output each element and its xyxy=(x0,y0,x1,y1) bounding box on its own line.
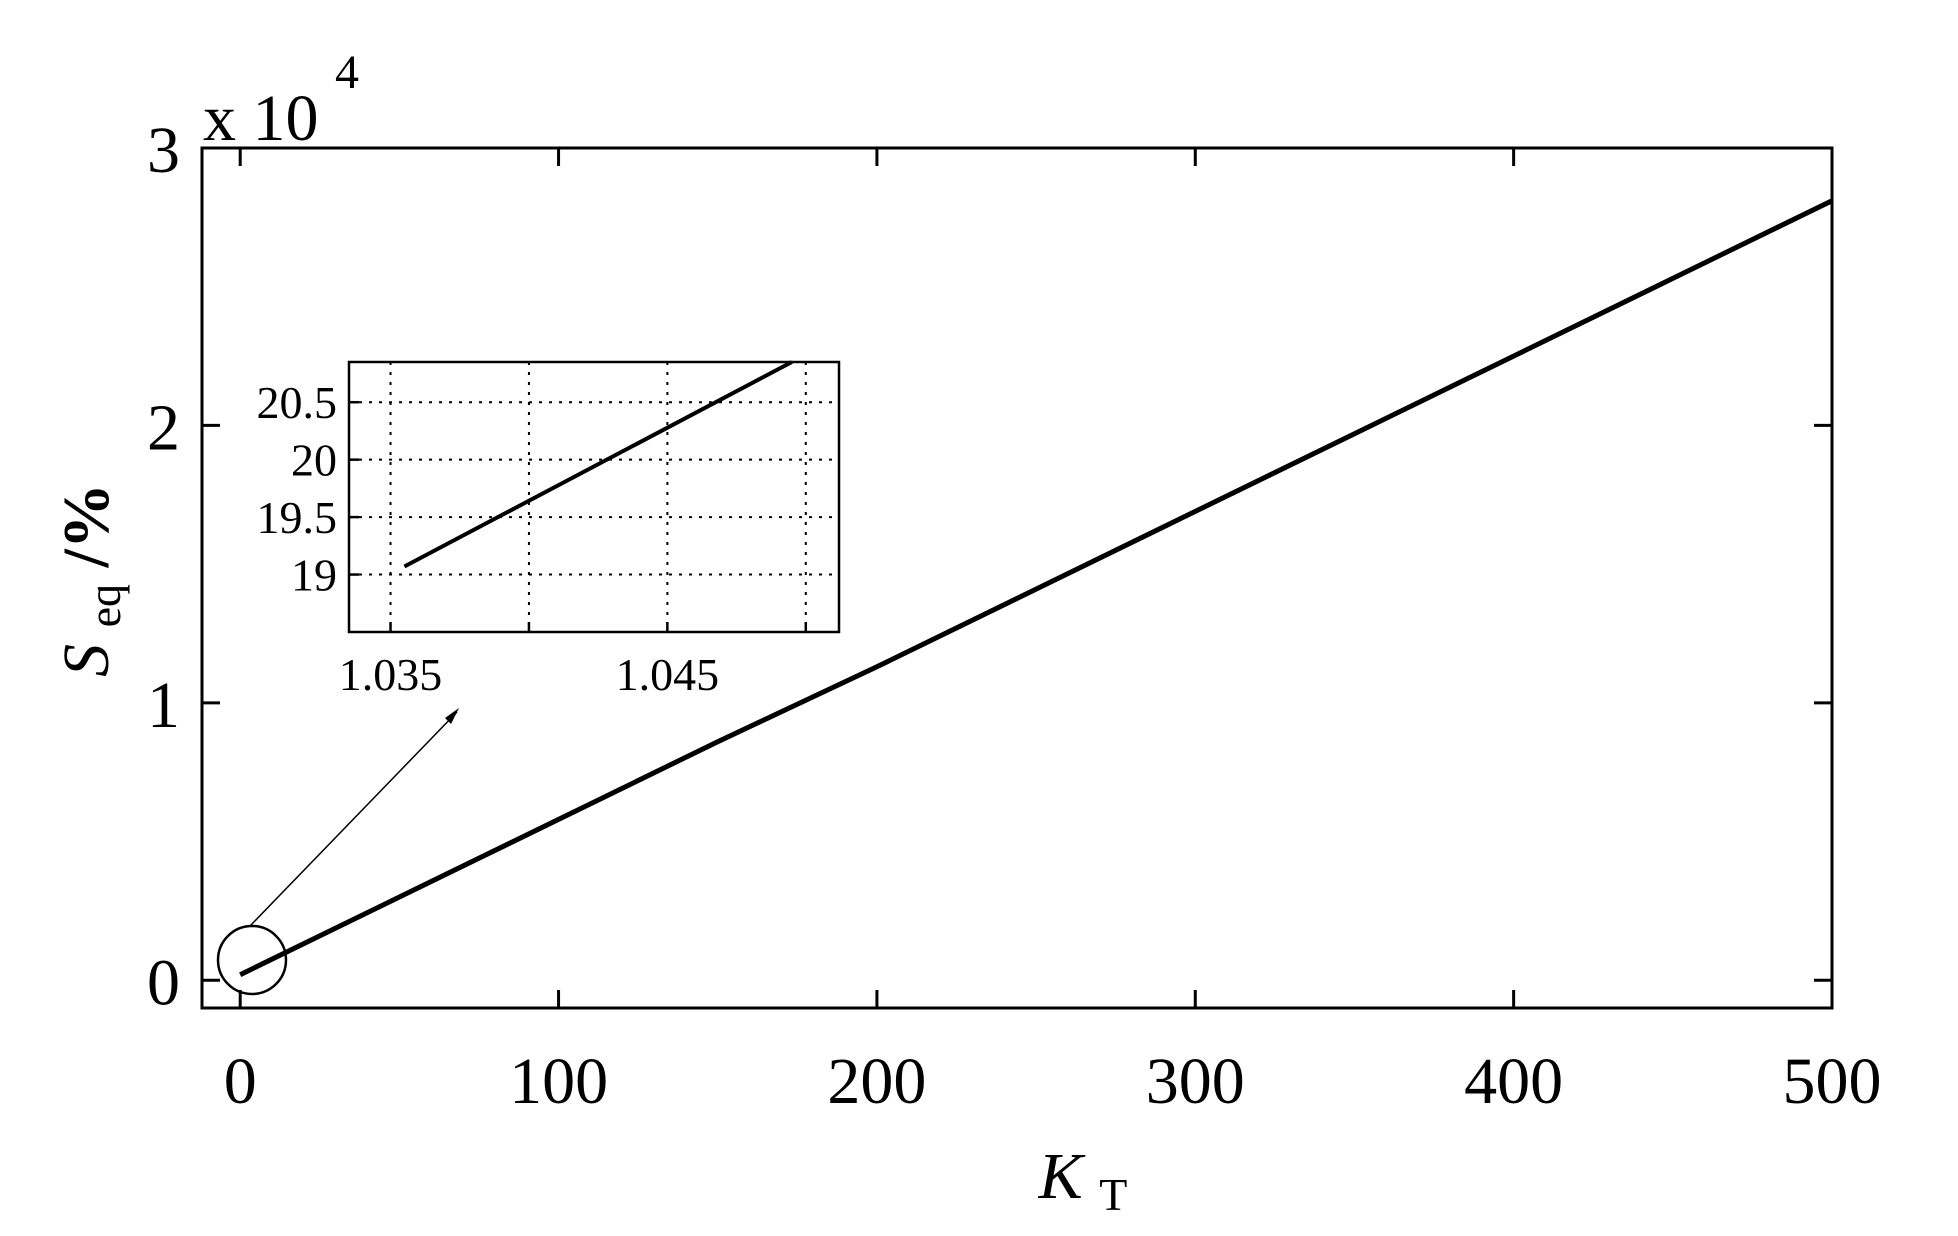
y-ticks: 0 1 2 3 xyxy=(147,114,1832,1019)
main-plot-frame xyxy=(200,146,1834,1010)
zoom-pointer-arrowhead xyxy=(445,708,459,724)
inset-y-tick-label: 20 xyxy=(291,435,337,486)
inset-frame xyxy=(347,360,841,634)
x-ticks: 0 100 200 300 400 500 xyxy=(224,148,1882,1118)
x-tick-label: 0 xyxy=(224,1045,257,1118)
zoom-highlight-circle xyxy=(216,924,288,996)
inset-grid xyxy=(349,362,839,632)
inset-plot: 1.035 1.045 19 19.5 20 20.5 xyxy=(257,360,841,700)
inset-y-tick-label: 20.5 xyxy=(257,377,338,428)
y-tick-label: 2 xyxy=(147,391,180,464)
y-multiplier-text: x 10 xyxy=(203,82,319,155)
inset-y-tick-label: 19 xyxy=(291,550,337,601)
inset-x-ticks: 1.035 1.045 xyxy=(339,622,808,700)
x-tick-label: 200 xyxy=(827,1045,926,1118)
inset-background xyxy=(349,362,839,632)
x-axis-label-main: K xyxy=(1038,1140,1086,1213)
main-plot: 0 100 200 300 400 500 0 1 2 3 x 10 4 K T S eq /% xyxy=(50,46,1882,1220)
y-multiplier-exponent: 4 xyxy=(335,46,359,99)
inset-x-tick-label: 1.035 xyxy=(339,649,443,700)
series-line xyxy=(239,198,1834,977)
y-axis-label-sub: eq xyxy=(79,584,130,627)
x-tick-label: 500 xyxy=(1783,1045,1882,1118)
y-tick-label: 3 xyxy=(147,114,180,187)
inset-y-tick-label: 19.5 xyxy=(257,492,338,543)
y-tick-label: 0 xyxy=(147,946,180,1019)
x-axis-label-sub: T xyxy=(1099,1169,1127,1220)
y-axis-label-unit: /% xyxy=(50,483,123,568)
x-tick-label: 100 xyxy=(509,1045,608,1118)
y-axis-label-main: S xyxy=(50,644,123,677)
y-axis-label: S eq /% xyxy=(50,483,135,677)
x-axis-label: K T xyxy=(1038,1140,1128,1220)
inset-y-ticks: 19 19.5 20 20.5 xyxy=(257,377,359,601)
y-tick-label: 1 xyxy=(147,669,180,742)
inset-series-line xyxy=(403,360,793,569)
zoom-pointer-arrow xyxy=(249,711,458,927)
x-tick-label: 300 xyxy=(1146,1045,1245,1118)
x-tick-label: 400 xyxy=(1464,1045,1563,1118)
y-multiplier-label: x 10 4 xyxy=(203,46,359,155)
inset-x-tick-label: 1.045 xyxy=(616,649,720,700)
